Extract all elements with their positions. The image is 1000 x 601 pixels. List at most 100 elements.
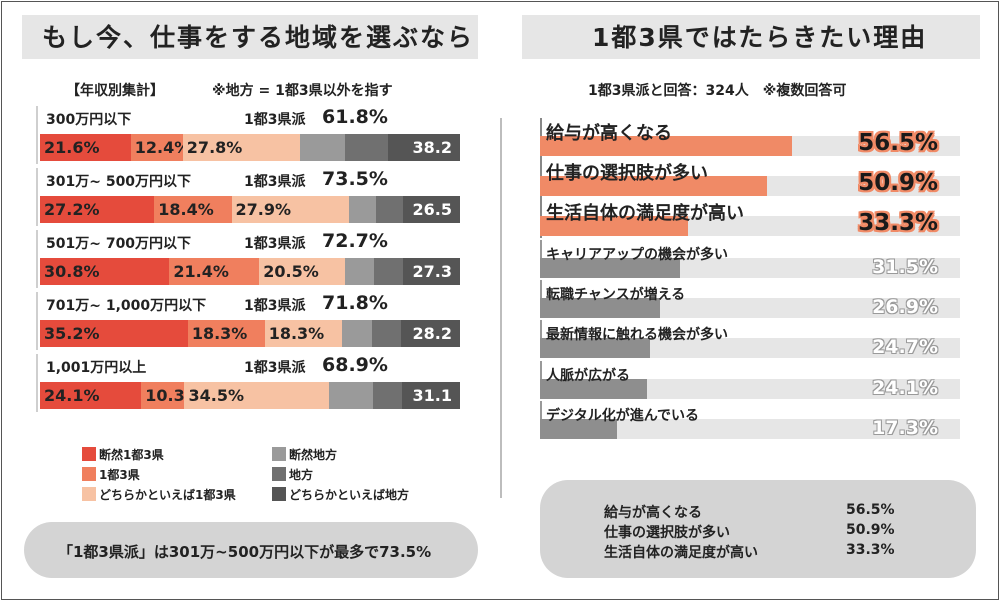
legend-swatch	[82, 467, 96, 481]
bar-segment-label: 18.4%	[158, 200, 214, 219]
bar-segment	[130, 134, 183, 161]
reason-label: キャリアアップの機会が多い	[546, 247, 728, 263]
reason-value: 33.3%	[858, 210, 938, 236]
right-title: 1都3県ではたらきたい理由	[592, 23, 928, 52]
reason-bar	[540, 338, 650, 358]
reason-bar	[540, 298, 660, 318]
bar-segment-label: 20.5%	[263, 262, 319, 281]
bar-segment	[187, 320, 265, 347]
group-tokyo-total: 72.7%	[322, 230, 388, 252]
legend-label: どちらかといえば1都3県	[99, 488, 236, 502]
left-title: もし今、仕事をする地域を選ぶなら	[42, 23, 475, 52]
reason-value: 26.9%	[872, 296, 938, 318]
bar-segment-label: 35.2%	[44, 324, 100, 343]
reason-label: 転職チャンスが増える	[546, 287, 686, 303]
group-tokyo-total: 68.9%	[322, 354, 388, 376]
panel-divider	[500, 118, 502, 498]
reason-value: 56.5%	[858, 130, 938, 156]
reason-bar	[540, 176, 767, 196]
legend-swatch	[272, 487, 286, 501]
reason-value: 31.5%	[872, 256, 938, 278]
group-income-label: 300万円以下	[46, 112, 132, 128]
bar-segment	[169, 258, 260, 285]
stacked-bar: 30.8% 21.4% 20.5% 27.3	[40, 258, 460, 285]
bar-segment	[388, 134, 460, 161]
summary-pill	[540, 480, 976, 578]
summary-label: 仕事の選択肢が多い	[604, 525, 730, 541]
bar-segment-label: 27.2%	[44, 200, 100, 219]
legend-label: 1都3県	[99, 468, 140, 482]
group-tokyo-total: 71.8%	[322, 292, 388, 314]
legend-label: 地方	[289, 468, 314, 482]
legend-item: どちらかといえば1都3県	[82, 486, 236, 503]
bar-segment	[372, 382, 402, 409]
stacked-bar: 35.2% 18.3% 18.3% 28.2	[40, 320, 460, 347]
legend-swatch	[272, 467, 286, 481]
right-subtitle: 1都3県派と回答：324人 ※複数回答可	[588, 83, 847, 99]
summary-label: 給与が高くなる	[604, 505, 702, 521]
reason-bar	[540, 419, 618, 439]
bar-segment	[403, 196, 460, 223]
stacked-bar: 27.2% 18.4% 27.9% 26.5	[40, 196, 460, 223]
summary-value: 56.5%	[846, 502, 895, 518]
bar-segment	[345, 258, 375, 285]
right-title-band	[522, 15, 980, 59]
group-rule	[36, 106, 38, 164]
stacked-bar: 21.6% 12.4% 27.8% 38.2	[40, 134, 460, 161]
bar-segment-label: 12.4%	[134, 138, 191, 157]
bar-segment	[259, 258, 346, 285]
group-tokyo-label: 1都3県派	[244, 298, 306, 314]
group-income-label: 1,001万円以上	[46, 360, 147, 376]
bar-segment	[40, 258, 170, 285]
reason-label: 生活自体の満足度が高い	[546, 203, 744, 224]
bar-segment	[40, 320, 188, 347]
group-chiho-total: 26.5	[412, 200, 452, 219]
legend-item: 地方	[272, 466, 313, 483]
reason-label: 最新情報に触れる機会が多い	[546, 327, 728, 343]
bar-segment	[299, 134, 346, 161]
bar-segment	[376, 196, 404, 223]
left-callout-text: 「1都3県派」は301万~500万円以下が最多で73.5%	[58, 543, 432, 561]
group-rule	[36, 354, 38, 412]
bar-segment	[264, 320, 342, 347]
group-tokyo-total: 61.8%	[322, 106, 388, 128]
bar-segment	[371, 320, 402, 347]
summary-value: 33.3%	[846, 542, 895, 558]
reason-track	[540, 419, 960, 439]
legend-label: どちらかといえば地方	[289, 488, 410, 502]
left-title-band	[22, 15, 478, 59]
reason-bar	[540, 258, 681, 278]
legend-swatch	[82, 487, 96, 501]
bar-segment-label: 18.3%	[191, 324, 248, 343]
bar-segment	[40, 382, 142, 409]
group-rule	[36, 292, 38, 350]
legend-item: 断然地方	[272, 446, 337, 463]
group-tokyo-label: 1都3県派	[244, 236, 306, 252]
reason-label: 給与が高くなる	[546, 123, 672, 144]
bar-segment-label: 34.5%	[188, 386, 244, 405]
bar-segment	[40, 196, 155, 223]
bar-segment	[329, 382, 373, 409]
group-tokyo-label: 1都3県派	[244, 174, 306, 190]
group-income-label: 701万~ 1,000万円以下	[46, 298, 207, 314]
reason-value: 24.1%	[872, 377, 938, 399]
bar-segment	[182, 134, 300, 161]
legend-item: どちらかといえば地方	[272, 486, 409, 503]
reason-value: 17.3%	[872, 417, 938, 439]
reason-value: 50.9%	[858, 170, 938, 196]
legend-swatch	[82, 447, 96, 461]
bar-segment	[401, 382, 460, 409]
group-income-label: 301万~ 500万円以下	[46, 174, 192, 190]
bar-segment-label: 30.8%	[44, 262, 100, 281]
reason-bar	[540, 216, 689, 236]
bar-segment	[345, 134, 389, 161]
bar-segment-label: 18.3%	[268, 324, 325, 343]
reason-value: 24.7%	[872, 336, 938, 358]
reason-bar	[540, 136, 792, 156]
group-rule	[36, 230, 38, 288]
bar-segment	[341, 320, 372, 347]
left-callout-pill	[24, 522, 478, 578]
legend-swatch	[272, 447, 286, 461]
stacked-bar: 24.1% 10.3% 34.5% 31.1	[40, 382, 460, 409]
